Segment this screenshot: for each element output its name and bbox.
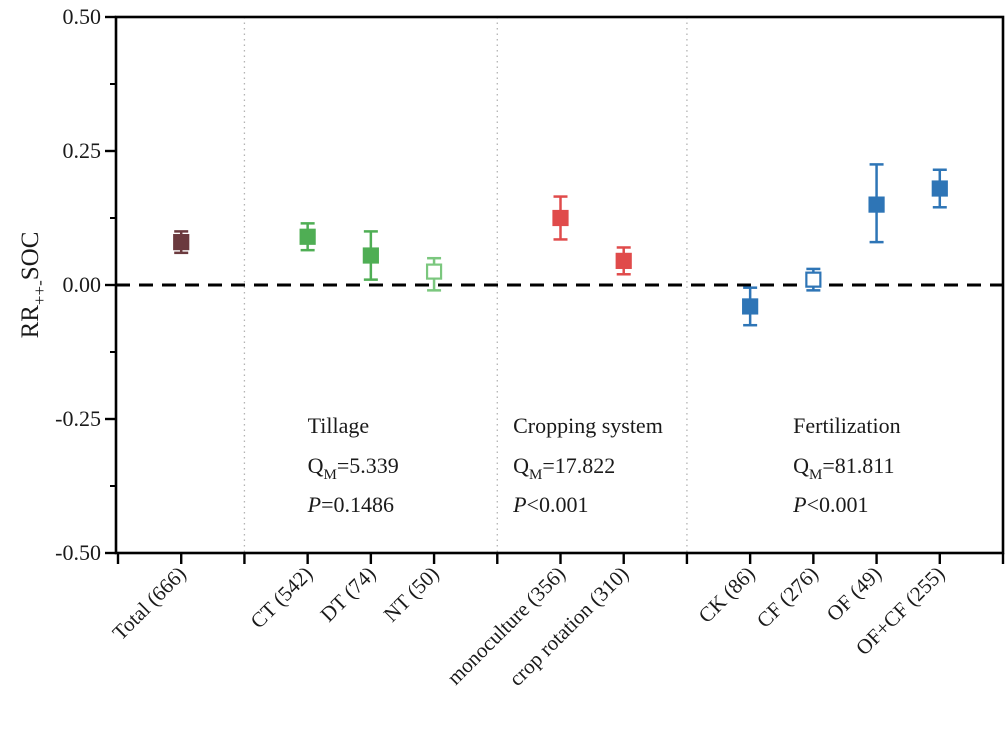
data-point-total-666 <box>173 230 190 255</box>
svg-text:QM=81.811: QM=81.811 <box>793 453 894 483</box>
data-point-nt-50 <box>425 256 443 292</box>
data-point-of-cf-255 <box>931 168 948 209</box>
x-category-label-crop-rotation-310: crop rotation (310) <box>504 562 633 691</box>
data-point-of-49 <box>868 163 885 244</box>
y-tick-label: 0.50 <box>63 4 102 29</box>
svg-text:QM=17.822: QM=17.822 <box>513 453 615 483</box>
y-tick-label: 0.00 <box>63 272 102 297</box>
y-tick-label: 0.25 <box>63 138 102 163</box>
data-point-ck-86 <box>742 286 759 327</box>
data-point-ct-542 <box>299 222 316 252</box>
x-category-label-cf-276: CF (276) <box>752 562 823 633</box>
annotation-tillage: Tillage QM=5.339 P=0.1486 <box>307 413 399 517</box>
annotation-cropping-system: Cropping system QM=17.822 P<0.001 <box>512 413 663 517</box>
data-point-dt-74 <box>362 230 379 281</box>
x-category-label-ct-542: CT (542) <box>246 562 318 634</box>
annotation-fertilization: Fertilization QM=81.811 P<0.001 <box>792 413 901 517</box>
svg-text:P=0.1486: P=0.1486 <box>307 492 394 517</box>
svg-text:Tillage: Tillage <box>308 413 370 438</box>
svg-text:P<0.001: P<0.001 <box>512 492 588 517</box>
data-point-crop-rotation-310 <box>615 246 632 276</box>
data-point-monoculture-356 <box>552 195 569 241</box>
x-category-label-ck-86: CK (86) <box>694 562 760 628</box>
svg-text:QM=5.339: QM=5.339 <box>308 453 399 483</box>
y-tick-label: -0.25 <box>55 406 101 431</box>
svg-text:Cropping system: Cropping system <box>513 413 663 438</box>
y-tick-label: -0.50 <box>55 540 101 565</box>
x-category-label-monoculture-356: monoculture (356) <box>442 562 570 690</box>
y-axis-title: RR++-SOC <box>17 232 49 339</box>
svg-text:Fertilization: Fertilization <box>793 413 901 438</box>
x-category-label-total-666: Total (666) <box>108 562 191 645</box>
x-category-label-nt-50: NT (50) <box>379 562 444 627</box>
x-category-label-dt-74: DT (74) <box>315 562 380 627</box>
svg-text:P<0.001: P<0.001 <box>792 492 868 517</box>
data-point-cf-276 <box>805 267 822 292</box>
